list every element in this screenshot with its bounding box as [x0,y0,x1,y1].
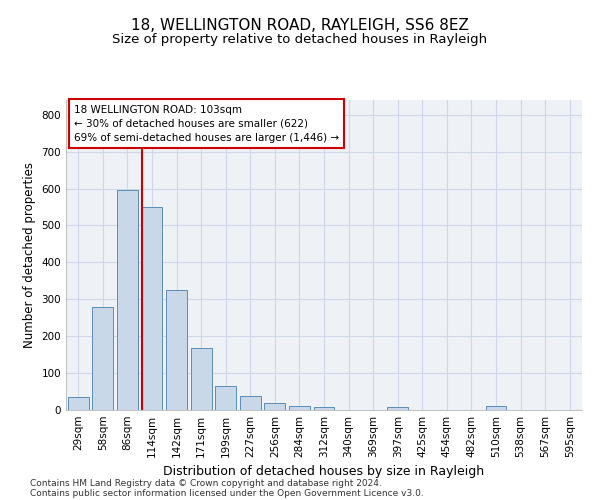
Y-axis label: Number of detached properties: Number of detached properties [23,162,36,348]
Bar [166,290,187,410]
Bar [485,406,506,410]
Bar [387,407,408,410]
Bar [92,306,113,410]
Bar [142,207,163,410]
Bar [265,402,286,410]
Text: Contains public sector information licensed under the Open Government Licence v3: Contains public sector information licen… [30,488,424,498]
X-axis label: Distribution of detached houses by size in Rayleigh: Distribution of detached houses by size … [163,466,485,478]
Text: 18, WELLINGTON ROAD, RAYLEIGH, SS6 8EZ: 18, WELLINGTON ROAD, RAYLEIGH, SS6 8EZ [131,18,469,32]
Bar [314,407,334,410]
Bar [117,190,138,410]
Bar [240,396,261,410]
Bar [215,386,236,410]
Text: Size of property relative to detached houses in Rayleigh: Size of property relative to detached ho… [112,32,488,46]
Bar [191,348,212,410]
Bar [289,406,310,410]
Bar [68,397,89,410]
Text: Contains HM Land Registry data © Crown copyright and database right 2024.: Contains HM Land Registry data © Crown c… [30,478,382,488]
Text: 18 WELLINGTON ROAD: 103sqm
← 30% of detached houses are smaller (622)
69% of sem: 18 WELLINGTON ROAD: 103sqm ← 30% of deta… [74,104,339,142]
